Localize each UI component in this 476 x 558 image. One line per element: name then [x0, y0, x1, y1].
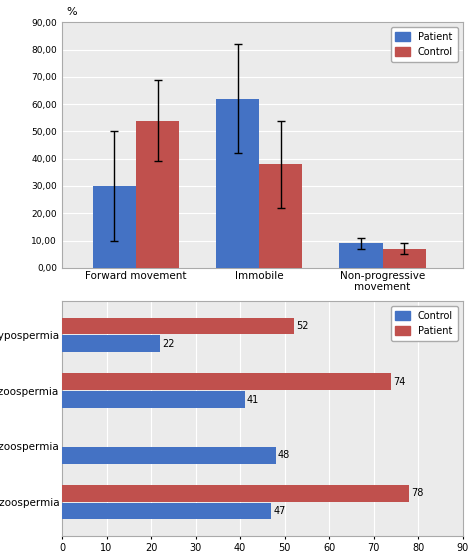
Bar: [62, 335, 159, 352]
Bar: [93, 186, 136, 268]
Bar: [216, 99, 259, 268]
Text: 78: 78: [411, 488, 423, 498]
Bar: [259, 164, 302, 268]
Text: 74: 74: [393, 377, 405, 387]
Text: 47: 47: [273, 506, 285, 516]
Bar: [62, 373, 391, 390]
Legend: Patient, Control: Patient, Control: [390, 27, 457, 62]
Bar: [62, 318, 293, 334]
Bar: [62, 391, 244, 408]
Legend: Control, Patient: Control, Patient: [390, 306, 457, 341]
Bar: [62, 503, 271, 519]
Text: 48: 48: [278, 450, 289, 460]
Text: 52: 52: [295, 321, 307, 331]
Text: 22: 22: [162, 339, 174, 349]
Text: %: %: [66, 7, 77, 17]
Bar: [136, 121, 179, 268]
Bar: [62, 485, 408, 502]
Bar: [382, 249, 425, 268]
Bar: [339, 243, 382, 268]
Text: 41: 41: [246, 395, 258, 405]
Bar: [62, 447, 275, 464]
